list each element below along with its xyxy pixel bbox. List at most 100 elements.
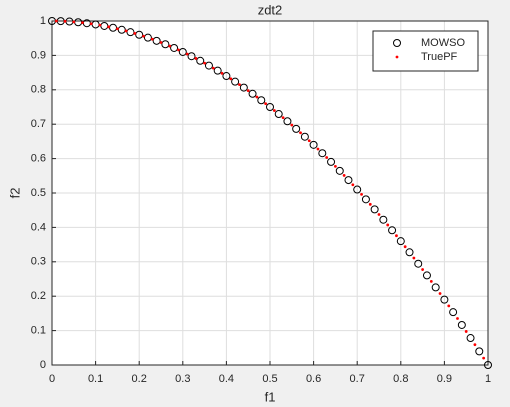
marker-circle: [126, 28, 135, 37]
marker-dot: [342, 174, 346, 177]
marker-circle: [405, 248, 414, 257]
marker-dot: [168, 44, 172, 48]
marker-dot: [316, 147, 320, 151]
marker-dot: [307, 139, 311, 143]
marker-circle: [152, 36, 161, 45]
marker-dot: [403, 245, 407, 249]
marker-dot: [395, 234, 398, 238]
legend-box: [372, 30, 479, 72]
marker-circle: [248, 89, 257, 98]
marker-circle: [309, 140, 318, 149]
marker-circle: [143, 33, 152, 42]
marker-dot: [211, 66, 215, 70]
marker-circle: [370, 205, 379, 214]
x-axis-label: f1: [265, 389, 276, 404]
marker-circle: [466, 334, 475, 343]
marker-dot: [299, 131, 302, 135]
marker-dot: [351, 183, 355, 187]
x-tick-label: 0.3: [175, 373, 190, 385]
marker-dot: [464, 330, 468, 333]
marker-circle: [222, 72, 231, 81]
marker-dot: [81, 21, 84, 25]
marker-dot: [360, 193, 363, 196]
marker-dot: [255, 95, 259, 99]
marker-dot: [229, 77, 233, 81]
y-tick-label: 0.4: [31, 221, 46, 233]
marker-dot: [325, 156, 329, 159]
marker-circle: [379, 215, 388, 224]
marker-circle: [204, 61, 213, 70]
marker-circle: [388, 226, 397, 235]
marker-circle: [135, 30, 144, 39]
marker-dot: [98, 23, 102, 27]
marker-circle: [475, 347, 484, 356]
y-tick-label: 0.7: [31, 118, 46, 130]
marker-dot: [124, 29, 128, 33]
marker-circle: [161, 40, 170, 49]
marker-circle: [318, 149, 327, 158]
marker-circle: [361, 195, 370, 204]
y-tick-label: 0.1: [31, 325, 46, 337]
marker-dot: [150, 37, 154, 41]
marker-dot: [429, 279, 433, 283]
x-tick-label: 1: [485, 373, 491, 385]
marker-circle: [231, 77, 240, 86]
marker-dot: [54, 19, 58, 23]
marker-dot: [220, 71, 224, 75]
marker-circle: [274, 110, 283, 119]
marker-circle: [335, 166, 344, 175]
marker-circle: [239, 83, 248, 92]
y-tick-label: 0.9: [31, 49, 46, 61]
chart-title: zdt2: [258, 2, 283, 17]
marker-dot: [142, 34, 145, 38]
marker-circle: [440, 295, 449, 304]
marker-dot: [334, 164, 337, 168]
y-tick-label: 0: [40, 359, 46, 371]
marker-circle: [449, 308, 458, 317]
marker-circle: [327, 157, 336, 166]
x-tick-label: 0.5: [262, 373, 277, 385]
marker-dot: [63, 19, 67, 23]
marker-circle: [213, 66, 222, 75]
marker-circle: [170, 43, 179, 52]
marker-dot: [473, 343, 477, 347]
x-tick-label: 0: [49, 373, 55, 385]
marker-circle: [257, 96, 266, 105]
marker-dot: [447, 304, 451, 308]
marker-circle: [344, 176, 353, 185]
x-tick-label: 0.4: [219, 373, 234, 385]
marker-dot: [421, 268, 424, 271]
y-axis-label: f2: [7, 188, 22, 199]
marker-dot: [116, 27, 119, 31]
y-tick-label: 0.5: [31, 187, 46, 199]
y-tick-label: 1: [40, 15, 46, 27]
marker-circle: [300, 132, 309, 141]
x-tick-label: 0.7: [350, 373, 365, 385]
marker-dot: [72, 20, 76, 24]
x-tick-label: 0.9: [437, 373, 452, 385]
marker-circle: [484, 361, 492, 369]
marker-circle: [178, 47, 187, 56]
marker-circle: [292, 124, 301, 133]
axes-box: [51, 20, 489, 366]
marker-dot: [133, 32, 137, 35]
marker-dot: [456, 317, 459, 320]
y-tick-label: 0.3: [31, 256, 46, 268]
marker-dot: [185, 52, 189, 56]
marker-circle: [457, 320, 466, 329]
legend-marker: [393, 39, 401, 47]
marker-dot: [482, 356, 486, 360]
marker-dot: [272, 109, 276, 112]
marker-dot: [386, 223, 390, 227]
marker-circle: [266, 103, 274, 111]
marker-circle: [353, 185, 362, 194]
legend-label: MOWSO: [421, 37, 465, 49]
marker-dot: [368, 202, 372, 206]
marker-dot: [203, 61, 207, 65]
marker-dot: [194, 57, 198, 60]
legend-marker: [395, 55, 399, 59]
y-tick-label: 0.6: [31, 153, 46, 165]
marker-circle: [431, 283, 440, 292]
